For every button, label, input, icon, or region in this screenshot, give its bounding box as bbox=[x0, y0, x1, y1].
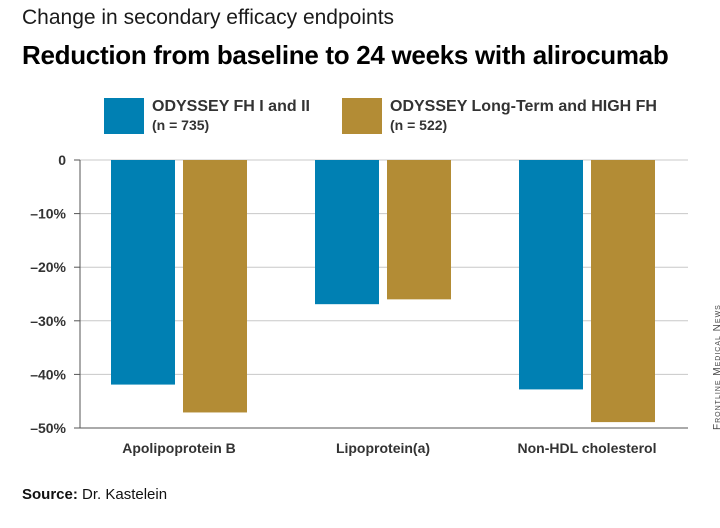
legend-swatch-longterm bbox=[342, 98, 382, 134]
legend-item-longterm: ODYSSEY Long-Term and HIGH FH (n = 522) bbox=[342, 98, 657, 134]
bar bbox=[111, 160, 175, 385]
y-tick-label: –10% bbox=[30, 206, 66, 222]
source-label: Source: bbox=[22, 486, 78, 503]
bar bbox=[519, 160, 583, 390]
bar bbox=[183, 160, 247, 413]
bar bbox=[387, 160, 451, 300]
y-tick-label: –40% bbox=[30, 366, 66, 382]
bar bbox=[591, 160, 655, 423]
credit-text: Frontline Medical News bbox=[712, 304, 720, 430]
x-category-label: Apolipoprotein B bbox=[122, 440, 236, 456]
source-note: Source: Dr. Kastelein bbox=[22, 486, 167, 503]
chart-subtitle: Change in secondary efficacy endpoints bbox=[22, 6, 395, 29]
legend-n-longterm: (n = 522) bbox=[390, 117, 448, 133]
bar bbox=[315, 160, 379, 305]
y-tick-label: –50% bbox=[30, 420, 66, 436]
x-category-label: Non-HDL cholesterol bbox=[518, 440, 657, 456]
legend-label-fh: ODYSSEY FH I and II bbox=[152, 98, 310, 115]
legend-swatch-fh bbox=[104, 98, 144, 134]
x-category-label: Lipoprotein(a) bbox=[336, 440, 430, 456]
legend-n-fh: (n = 735) bbox=[152, 117, 210, 133]
source-text: Dr. Kastelein bbox=[77, 486, 168, 503]
y-tick-label: –20% bbox=[30, 259, 66, 275]
legend-item-fh: ODYSSEY FH I and II (n = 735) bbox=[104, 98, 310, 134]
y-tick-label: 0 bbox=[58, 152, 66, 168]
chart-title: Reduction from baseline to 24 weeks with… bbox=[22, 40, 669, 70]
y-tick-label: –30% bbox=[30, 313, 66, 329]
legend-label-longterm: ODYSSEY Long-Term and HIGH FH bbox=[390, 98, 657, 115]
